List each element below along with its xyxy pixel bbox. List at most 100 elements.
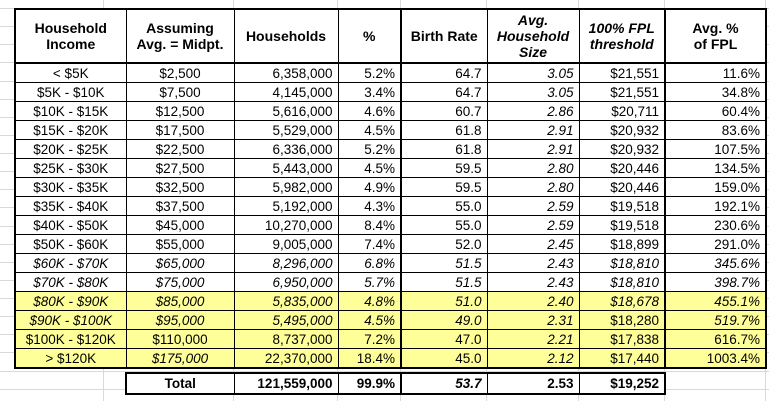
- cell-assuming-avg-midpt[interactable]: $75,000: [125, 272, 235, 292]
- cell-percent[interactable]: 6.8%: [337, 253, 402, 273]
- cell-assuming-avg-midpt[interactable]: $7,500: [125, 82, 235, 102]
- cell-assuming-avg-midpt[interactable]: $2,500: [125, 62, 235, 83]
- cell-avg-percent-fpl[interactable]: 83.6%: [664, 120, 767, 140]
- cell-fpl-threshold[interactable]: $18,280: [578, 310, 666, 330]
- cell-percent[interactable]: 5.2%: [337, 62, 402, 83]
- cell-avg-household-size[interactable]: 2.59: [486, 215, 580, 235]
- cell-birth-rate[interactable]: 59.5: [400, 177, 488, 197]
- cell-household-income[interactable]: $30K - $35K: [14, 177, 127, 197]
- total-label[interactable]: Total: [125, 372, 235, 395]
- cell-percent[interactable]: 8.4%: [337, 215, 402, 235]
- column-header-assuming-avg-midpt[interactable]: Assuming Avg. = Midpt.: [125, 8, 235, 64]
- cell-households[interactable]: 5,616,000: [233, 101, 339, 121]
- cell-household-income[interactable]: $20K - $25K: [14, 139, 127, 159]
- cell-fpl-threshold[interactable]: $20,446: [578, 177, 666, 197]
- total-cell-percent[interactable]: 99.9%: [337, 372, 402, 395]
- total-cell-households[interactable]: 121,559,000: [233, 372, 339, 395]
- cell-avg-percent-fpl[interactable]: 455.1%: [664, 291, 767, 311]
- cell-percent[interactable]: 4.5%: [337, 158, 402, 178]
- cell-household-income[interactable]: $70K - $80K: [14, 272, 127, 292]
- cell-percent[interactable]: 4.9%: [337, 177, 402, 197]
- cell-household-income[interactable]: $100K - $120K: [14, 329, 127, 349]
- cell-avg-percent-fpl[interactable]: 11.6%: [664, 62, 767, 83]
- cell-fpl-threshold[interactable]: $18,810: [578, 253, 666, 273]
- cell-households[interactable]: 10,270,000: [233, 215, 339, 235]
- total-cell-fpl-threshold[interactable]: $19,252: [578, 372, 666, 395]
- cell-avg-percent-fpl[interactable]: 345.6%: [664, 253, 767, 273]
- cell-assuming-avg-midpt[interactable]: $37,500: [125, 196, 235, 216]
- cell-household-income[interactable]: $5K - $10K: [14, 82, 127, 102]
- cell-households[interactable]: 5,495,000: [233, 310, 339, 330]
- cell-avg-household-size[interactable]: 2.12: [486, 348, 580, 369]
- cell-avg-percent-fpl[interactable]: 34.8%: [664, 82, 767, 102]
- cell-assuming-avg-midpt[interactable]: $12,500: [125, 101, 235, 121]
- cell-avg-percent-fpl[interactable]: 1003.4%: [664, 348, 767, 369]
- column-header-avg-percent-fpl[interactable]: Avg. % of FPL: [664, 8, 767, 64]
- cell-assuming-avg-midpt[interactable]: $55,000: [125, 234, 235, 254]
- cell-fpl-threshold[interactable]: $17,440: [578, 348, 666, 369]
- cell-assuming-avg-midpt[interactable]: $22,500: [125, 139, 235, 159]
- cell-avg-household-size[interactable]: 2.43: [486, 253, 580, 273]
- cell-avg-percent-fpl[interactable]: 159.0%: [664, 177, 767, 197]
- cell-avg-household-size[interactable]: 2.80: [486, 177, 580, 197]
- cell-households[interactable]: 6,336,000: [233, 139, 339, 159]
- cell-avg-household-size[interactable]: 2.91: [486, 120, 580, 140]
- cell-avg-percent-fpl[interactable]: 134.5%: [664, 158, 767, 178]
- total-cell-birth-rate[interactable]: 53.7: [400, 372, 488, 395]
- cell-households[interactable]: 5,192,000: [233, 196, 339, 216]
- cell-fpl-threshold[interactable]: $20,446: [578, 158, 666, 178]
- cell-households[interactable]: 8,296,000: [233, 253, 339, 273]
- cell-birth-rate[interactable]: 45.0: [400, 348, 488, 369]
- cell-birth-rate[interactable]: 51.5: [400, 253, 488, 273]
- cell-avg-household-size[interactable]: 2.43: [486, 272, 580, 292]
- cell-assuming-avg-midpt[interactable]: $175,000: [125, 348, 235, 369]
- cell-avg-percent-fpl[interactable]: 616.7%: [664, 329, 767, 349]
- cell-household-income[interactable]: $10K - $15K: [14, 101, 127, 121]
- cell-birth-rate[interactable]: 51.0: [400, 291, 488, 311]
- cell-fpl-threshold[interactable]: $18,899: [578, 234, 666, 254]
- cell-household-income[interactable]: < $5K: [14, 62, 127, 83]
- cell-household-income[interactable]: $40K - $50K: [14, 215, 127, 235]
- cell-household-income[interactable]: $90K - $100K: [14, 310, 127, 330]
- cell-avg-household-size[interactable]: 2.21: [486, 329, 580, 349]
- cell-birth-rate[interactable]: 55.0: [400, 215, 488, 235]
- cell-birth-rate[interactable]: 52.0: [400, 234, 488, 254]
- cell-fpl-threshold[interactable]: $20,932: [578, 120, 666, 140]
- cell-households[interactable]: 5,529,000: [233, 120, 339, 140]
- cell-avg-percent-fpl[interactable]: 291.0%: [664, 234, 767, 254]
- cell-percent[interactable]: 3.4%: [337, 82, 402, 102]
- cell-assuming-avg-midpt[interactable]: $32,500: [125, 177, 235, 197]
- cell-birth-rate[interactable]: 59.5: [400, 158, 488, 178]
- cell-households[interactable]: 5,835,000: [233, 291, 339, 311]
- cell-assuming-avg-midpt[interactable]: $27,500: [125, 158, 235, 178]
- cell-percent[interactable]: 4.5%: [337, 310, 402, 330]
- cell-birth-rate[interactable]: 61.8: [400, 120, 488, 140]
- cell-avg-percent-fpl[interactable]: 398.7%: [664, 272, 767, 292]
- cell-birth-rate[interactable]: 51.5: [400, 272, 488, 292]
- cell-fpl-threshold[interactable]: $18,810: [578, 272, 666, 292]
- cell-avg-household-size[interactable]: 2.59: [486, 196, 580, 216]
- column-header-households[interactable]: Households: [233, 8, 339, 64]
- cell-birth-rate[interactable]: 64.7: [400, 62, 488, 83]
- cell-household-income[interactable]: $50K - $60K: [14, 234, 127, 254]
- cell-households[interactable]: 5,982,000: [233, 177, 339, 197]
- cell-avg-percent-fpl[interactable]: 60.4%: [664, 101, 767, 121]
- cell-percent[interactable]: 7.2%: [337, 329, 402, 349]
- cell-avg-household-size[interactable]: 2.45: [486, 234, 580, 254]
- column-header-avg-household-size[interactable]: Avg. Household Size: [486, 8, 580, 64]
- cell-birth-rate[interactable]: 55.0: [400, 196, 488, 216]
- cell-avg-household-size[interactable]: 3.05: [486, 82, 580, 102]
- cell-avg-household-size[interactable]: 3.05: [486, 62, 580, 83]
- cell-fpl-threshold[interactable]: $21,551: [578, 62, 666, 83]
- total-cell-avg-household-size[interactable]: 2.53: [486, 372, 580, 395]
- cell-fpl-threshold[interactable]: $19,518: [578, 196, 666, 216]
- cell-households[interactable]: 8,737,000: [233, 329, 339, 349]
- cell-households[interactable]: 9,005,000: [233, 234, 339, 254]
- cell-fpl-threshold[interactable]: $17,838: [578, 329, 666, 349]
- cell-birth-rate[interactable]: 49.0: [400, 310, 488, 330]
- cell-birth-rate[interactable]: 64.7: [400, 82, 488, 102]
- cell-fpl-threshold[interactable]: $19,518: [578, 215, 666, 235]
- cell-assuming-avg-midpt[interactable]: $85,000: [125, 291, 235, 311]
- cell-percent[interactable]: 18.4%: [337, 348, 402, 369]
- cell-birth-rate[interactable]: 47.0: [400, 329, 488, 349]
